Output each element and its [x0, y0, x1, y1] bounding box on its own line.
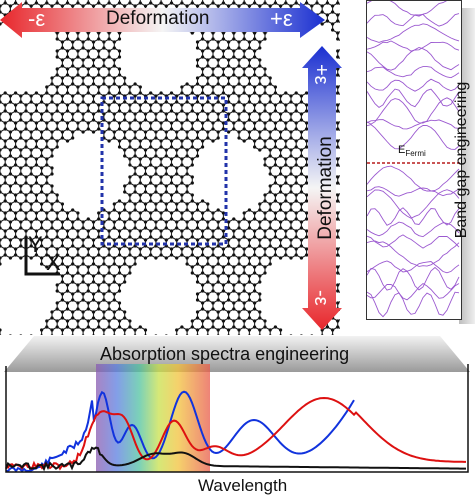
band-gap-label: Band gap engineering	[453, 81, 470, 239]
absorption-banner	[4, 336, 470, 372]
horizontal-deformation-arrow	[0, 2, 325, 38]
axis-x-label: X	[46, 250, 61, 275]
right-arrow-label: Deformation	[315, 136, 336, 240]
vertical-deformation-arrow	[302, 46, 342, 330]
band-gap-3d-side	[459, 8, 475, 324]
dashed-selection-box	[100, 96, 228, 246]
top-arrow-label: Deformation	[106, 8, 210, 29]
right-arrow-bottom-label: -ε	[310, 290, 332, 306]
band-structure-panel	[366, 0, 462, 320]
top-arrow-right-label: +ε	[270, 6, 293, 31]
axes-indicator	[24, 238, 60, 276]
band-structure-plot	[367, 1, 461, 318]
axis-y-label: Y	[28, 232, 43, 257]
absorption-banner-label: Absorption spectra engineering	[100, 344, 350, 364]
series-blue-curve	[5, 390, 355, 473]
fermi-label: EFermi	[398, 144, 426, 159]
spectrum-panel	[4, 364, 470, 474]
series-red-curve	[5, 396, 466, 471]
top-arrow-left-label: -ε	[28, 6, 46, 31]
spectrum-frame	[5, 364, 469, 473]
right-arrow-top-label: +ε	[310, 64, 332, 85]
series-black-curve	[5, 446, 466, 472]
wavelength-label: Wavelength	[198, 476, 288, 495]
absorption-spectrum-plot	[5, 364, 469, 473]
